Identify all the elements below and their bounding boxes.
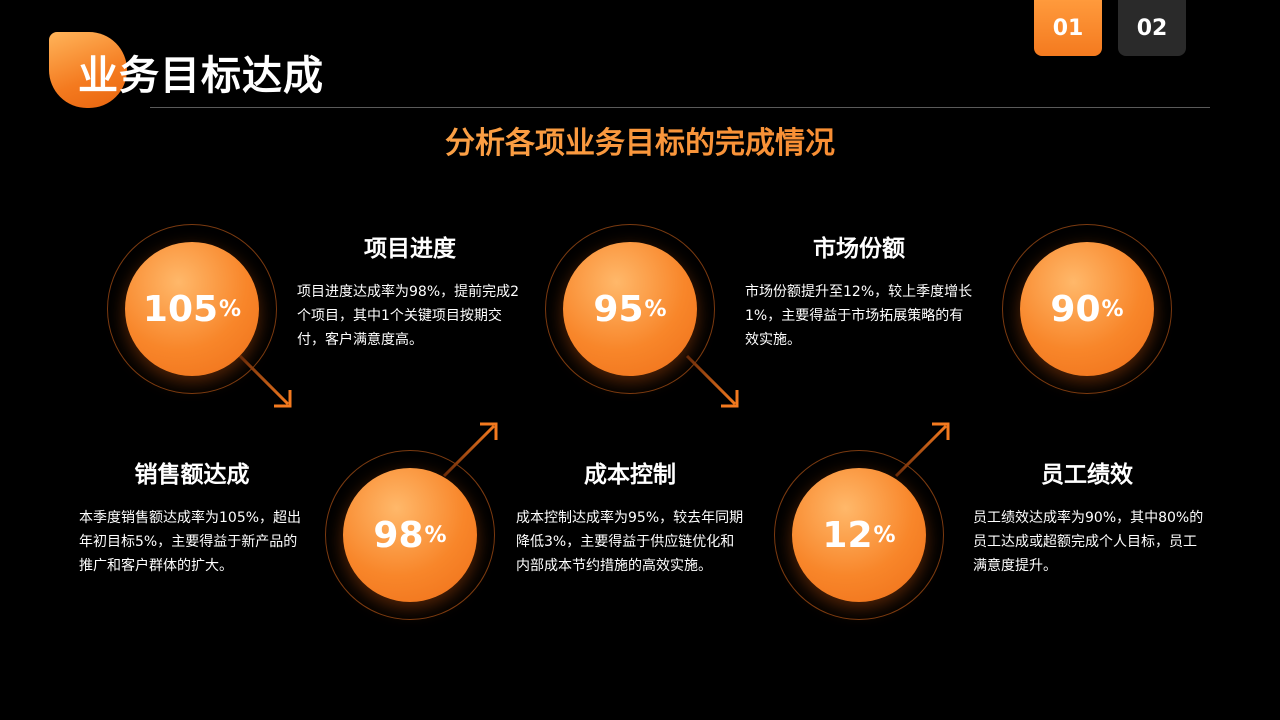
page-title: 业务目标达成 <box>78 53 324 99</box>
metric-value-2: 98 <box>373 514 424 556</box>
page-subtitle: 分析各项业务目标的完成情况 <box>0 122 1280 166</box>
arrow-up-icon-1 <box>442 422 498 478</box>
metric-desc-5: 员工绩效达成率为90%，其中80%的员工达成或超额完成个人目标，员工满意度提升。 <box>973 510 1204 574</box>
metric-value-1: 105 <box>142 288 219 330</box>
metric-unit-4: % <box>873 522 896 548</box>
metric-heading-1: 销售额达成 <box>134 462 250 488</box>
metric-heading-4: 市场份额 <box>813 236 905 262</box>
metric-value-3: 95 <box>593 288 644 330</box>
metric-ring-1 <box>107 224 277 394</box>
metric-heading-2: 项目进度 <box>364 236 456 262</box>
title-divider <box>150 107 1210 108</box>
metric-ring-4 <box>774 450 944 620</box>
metric-heading-5: 员工绩效 <box>1041 462 1133 488</box>
metric-value-4: 12 <box>822 514 873 556</box>
metric-unit-3: % <box>644 296 667 322</box>
metric-circle-1: 105% <box>125 242 259 376</box>
metric-heading-3: 成本控制 <box>584 462 676 488</box>
arrow-down-icon-2 <box>685 354 739 408</box>
metric-desc-1: 本季度销售额达成率为105%，超出年初目标5%，主要得益于新产品的推广和客户群体… <box>79 510 302 574</box>
metric-circle-5: 90% <box>1020 242 1154 376</box>
title-accent-shape <box>49 32 127 108</box>
metric-ring-2 <box>325 450 495 620</box>
metric-desc-4: 市场份额提升至12%，较上季度增长1%，主要得益于市场拓展策略的有效实施。 <box>745 284 973 348</box>
metric-ring-5 <box>1002 224 1172 394</box>
tab-02[interactable]: 02 <box>1118 0 1186 56</box>
metric-circle-3: 95% <box>563 242 697 376</box>
arrow-up-icon-2 <box>894 422 950 478</box>
metric-ring-3 <box>545 224 715 394</box>
metric-unit-1: % <box>219 296 242 322</box>
metric-value-5: 90 <box>1050 288 1101 330</box>
arrow-down-icon-1 <box>238 354 292 408</box>
metric-circle-2: 98% <box>343 468 477 602</box>
metric-desc-2: 项目进度达成率为98%，提前完成2个项目，其中1个关键项目按期交付，客户满意度高… <box>297 284 520 348</box>
metric-unit-2: % <box>424 522 447 548</box>
metric-unit-5: % <box>1101 296 1124 322</box>
metric-circle-4: 12% <box>792 468 926 602</box>
tab-01[interactable]: 01 <box>1034 0 1102 56</box>
metric-desc-3: 成本控制达成率为95%，较去年同期降低3%，主要得益于供应链优化和内部成本节约措… <box>516 510 744 574</box>
